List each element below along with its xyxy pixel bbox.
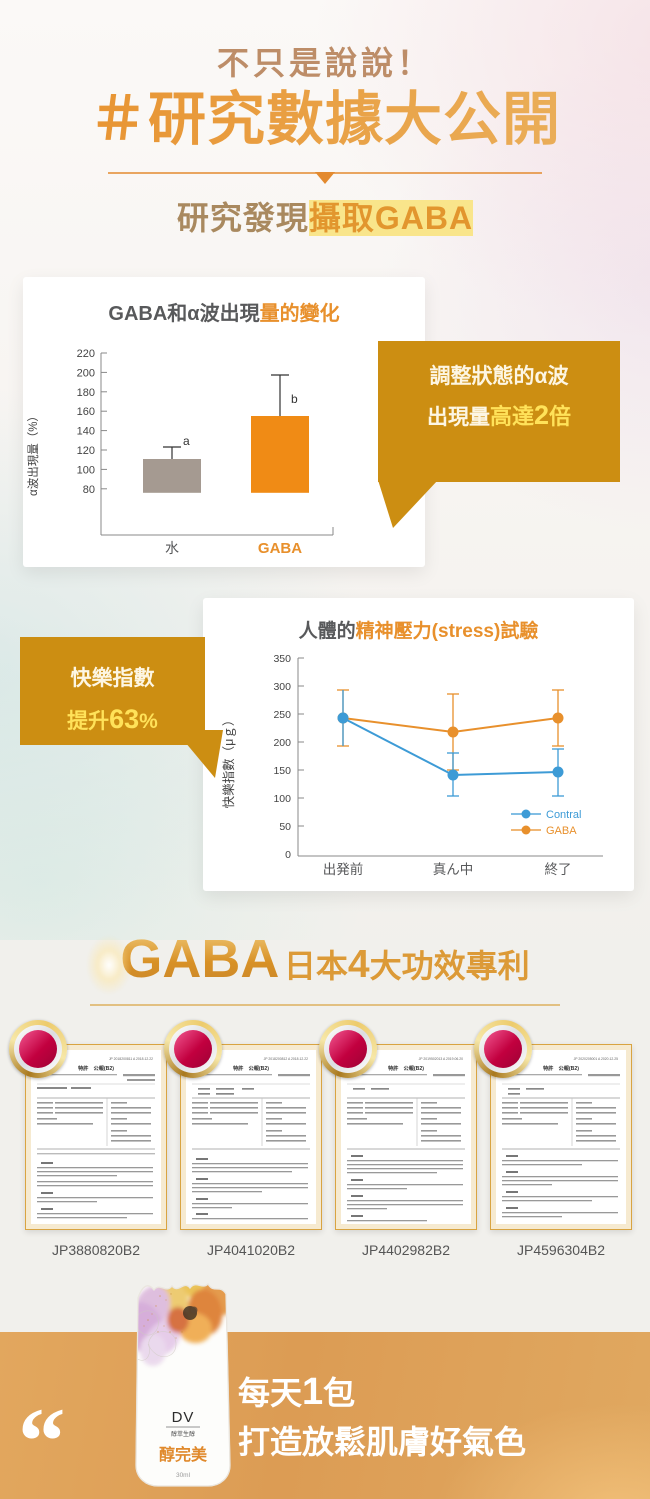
svg-text:醇萃生醇: 醇萃生醇	[171, 1430, 195, 1438]
svg-text:150: 150	[273, 765, 291, 777]
svg-text:0: 0	[285, 849, 291, 861]
svg-text:α波出現量（%）: α波出現量（%）	[26, 410, 40, 496]
svg-text:b: b	[291, 392, 298, 406]
svg-text:JP 2018200812 A 2018.12.22: JP 2018200812 A 2018.12.22	[264, 1057, 309, 1061]
svg-text:100: 100	[273, 793, 291, 805]
svg-text:特許 公報(B2): 特許 公報(B2)	[78, 1064, 114, 1072]
svg-text:250: 250	[273, 709, 291, 721]
svg-text:350: 350	[273, 653, 291, 665]
svg-text:30ml: 30ml	[176, 1472, 191, 1479]
svg-text:特許 公報(B2): 特許 公報(B2)	[388, 1064, 424, 1072]
svg-text:220: 220	[77, 348, 95, 360]
svg-text:真ん中: 真ん中	[433, 862, 474, 877]
svg-text:JP 2020205001 A 2020.12.25: JP 2020205001 A 2020.12.25	[574, 1057, 619, 1061]
svg-text:快樂指數（μｇ）: 快樂指數（μｇ）	[221, 714, 236, 809]
svg-text:180: 180	[77, 387, 95, 399]
svg-text:特許 公報(B2): 特許 公報(B2)	[543, 1064, 579, 1072]
svg-text:特許 公報(B2): 特許 公報(B2)	[233, 1064, 269, 1072]
svg-text:Contral: Contral	[546, 809, 581, 821]
svg-text:GABA: GABA	[258, 540, 302, 557]
svg-text:水: 水	[165, 540, 179, 556]
svg-text:100: 100	[77, 464, 95, 476]
svg-text:140: 140	[77, 426, 95, 438]
svg-text:GABA: GABA	[546, 825, 577, 837]
svg-text:200: 200	[77, 367, 95, 379]
svg-text:JP 2018200811 A 2018.12.22: JP 2018200811 A 2018.12.22	[109, 1057, 153, 1061]
svg-text:80: 80	[83, 484, 95, 496]
svg-text:200: 200	[273, 737, 291, 749]
svg-text:醇完美: 醇完美	[159, 1445, 208, 1464]
svg-text:JP 2019502013 A 2019.06.20: JP 2019502013 A 2019.06.20	[419, 1057, 464, 1061]
svg-text:300: 300	[273, 681, 291, 693]
svg-text:DV: DV	[172, 1409, 195, 1426]
svg-text:50: 50	[279, 821, 291, 833]
svg-text:終了: 終了	[545, 862, 572, 877]
svg-text:出発前: 出発前	[323, 861, 364, 877]
svg-text:a: a	[183, 434, 190, 448]
svg-text:120: 120	[77, 445, 95, 457]
svg-text:160: 160	[77, 406, 95, 418]
